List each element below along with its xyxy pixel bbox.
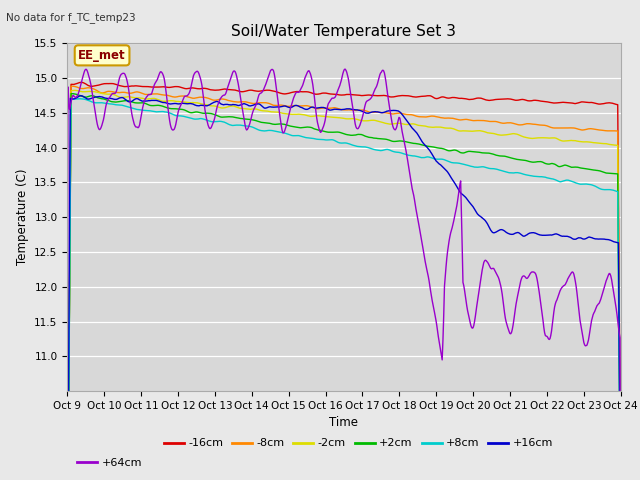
Legend: -16cm, -8cm, -2cm, +2cm, +8cm, +16cm: -16cm, -8cm, -2cm, +2cm, +8cm, +16cm <box>159 434 557 453</box>
Text: EE_met: EE_met <box>78 49 126 62</box>
Text: No data for f_TC_temp23: No data for f_TC_temp23 <box>6 12 136 23</box>
Y-axis label: Temperature (C): Temperature (C) <box>15 169 29 265</box>
X-axis label: Time: Time <box>330 417 358 430</box>
Legend: +64cm: +64cm <box>73 453 147 472</box>
Title: Soil/Water Temperature Set 3: Soil/Water Temperature Set 3 <box>232 24 456 39</box>
